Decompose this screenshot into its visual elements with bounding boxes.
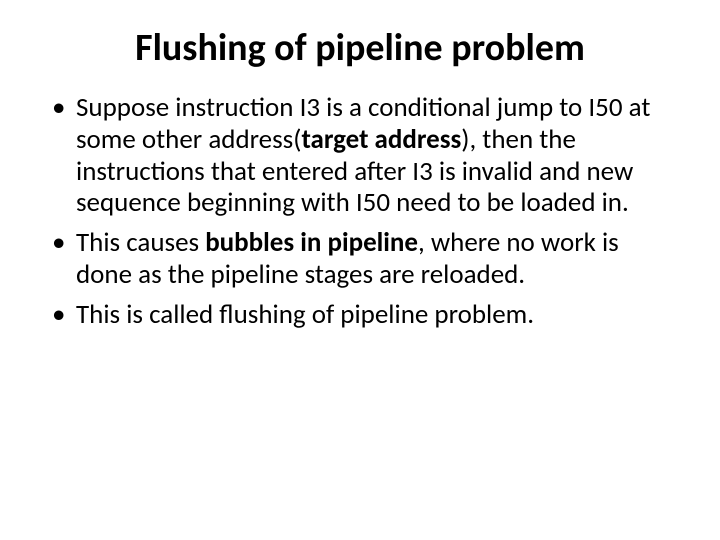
bullet-list: Suppose instruction I3 is a conditional … [48, 92, 672, 331]
bullet-text-bold: target address [301, 123, 461, 156]
bullet-text-bold: bubbles in pipeline [205, 226, 418, 259]
list-item: This causes bubbles in pipeline, where n… [48, 227, 672, 291]
bullet-text-pre: This is called flushing of pipeline prob… [76, 298, 534, 331]
slide: Flushing of pipeline problem Suppose ins… [0, 0, 720, 540]
list-item: This is called flushing of pipeline prob… [48, 299, 672, 331]
list-item: Suppose instruction I3 is a conditional … [48, 92, 672, 219]
slide-title: Flushing of pipeline problem [48, 28, 672, 70]
bullet-text-pre: This causes [76, 226, 205, 259]
